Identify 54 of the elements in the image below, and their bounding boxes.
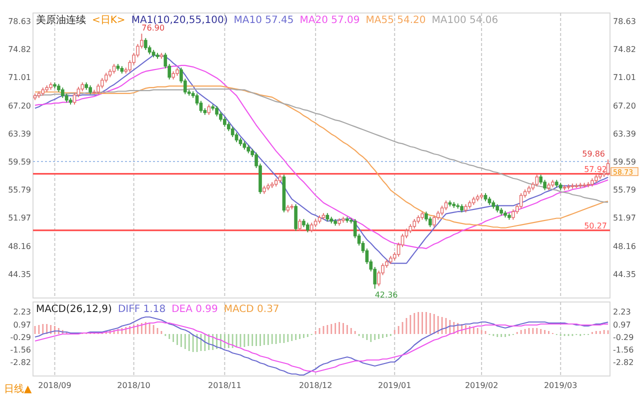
text: MA100 54.06 [432, 15, 498, 26]
series-label: DEA 0.99 [172, 304, 218, 315]
chart-title: 美原油连续 [36, 14, 86, 26]
y-tick-label: -1.56 [10, 346, 31, 355]
text: 日线▲ [4, 383, 32, 395]
y2-tick-label: 44.35 [613, 270, 636, 280]
y-tick-label: -2.82 [10, 358, 31, 368]
x-tick-label: 2018/11 [208, 381, 242, 390]
y-tick-label: 71.01 [8, 73, 31, 82]
y2-tick-label: -2.82 [613, 358, 634, 368]
chart-title: MACD(26,12,9) [36, 304, 112, 315]
y-tick-label: 59.59 [8, 157, 31, 166]
y2-tick-label: -0.29 [613, 332, 634, 342]
y2-tick-label: 55.79 [613, 186, 636, 195]
y2-tick-label: 78.63 [613, 16, 636, 26]
legend-title: MA1(10,20,55,100) [131, 15, 228, 26]
x-tick-label: 2018/12 [298, 381, 332, 390]
y2-tick-label: 74.82 [613, 45, 636, 54]
y-tick-label: -0.29 [10, 332, 31, 342]
y2-tick-label: -1.56 [613, 346, 634, 355]
text: MA20 57.09 [300, 15, 360, 26]
annotation: 59.86 [582, 149, 606, 158]
x-tick-label: 2019/01 [378, 381, 412, 390]
y-tick-label: 74.82 [8, 45, 31, 54]
y2-tick-label: 59.59 [613, 157, 636, 166]
y2-tick-label: 48.16 [613, 242, 636, 251]
x-tick-label: 2019/03 [544, 381, 578, 390]
y2-tick-label: 0.97 [613, 320, 631, 330]
y-tick-label: 63.39 [8, 129, 31, 138]
y2-tick-label: 63.39 [613, 129, 636, 138]
series-label: MACD 0.37 [224, 304, 280, 315]
y-tick-label: 0.97 [13, 320, 31, 330]
y-tick-label: 2.23 [13, 308, 31, 317]
y-tick-label: 48.16 [8, 242, 31, 251]
annotation: 76.90 [142, 24, 165, 33]
y-tick-label: 44.35 [8, 270, 31, 280]
y-tick-label: 55.79 [8, 186, 31, 195]
y2-tick-label: 67.20 [613, 101, 636, 110]
series-label: DIFF 1.18 [118, 304, 166, 315]
chart-subtitle: <日K> [92, 15, 126, 26]
x-tick-label: 2018/10 [117, 381, 150, 390]
x-tick-label: 2019/02 [464, 381, 498, 390]
ref-line-label: 50.27 [584, 221, 607, 230]
y2-tick-label: 2.23 [613, 308, 631, 317]
y2-tick-label: 71.01 [613, 73, 636, 82]
annotation: 42.36 [374, 290, 398, 300]
y-tick-label: 78.63 [8, 16, 31, 26]
ref-line-label: 57.92 [584, 164, 607, 174]
y2-tick-label: 51.97 [613, 214, 636, 223]
text: MA10 57.45 [234, 15, 294, 26]
text: MA55 54.20 [366, 15, 426, 26]
x-tick-label: 2018/09 [38, 381, 72, 390]
y-tick-label: 67.20 [8, 101, 31, 110]
y-tick-label: 51.97 [8, 214, 31, 223]
